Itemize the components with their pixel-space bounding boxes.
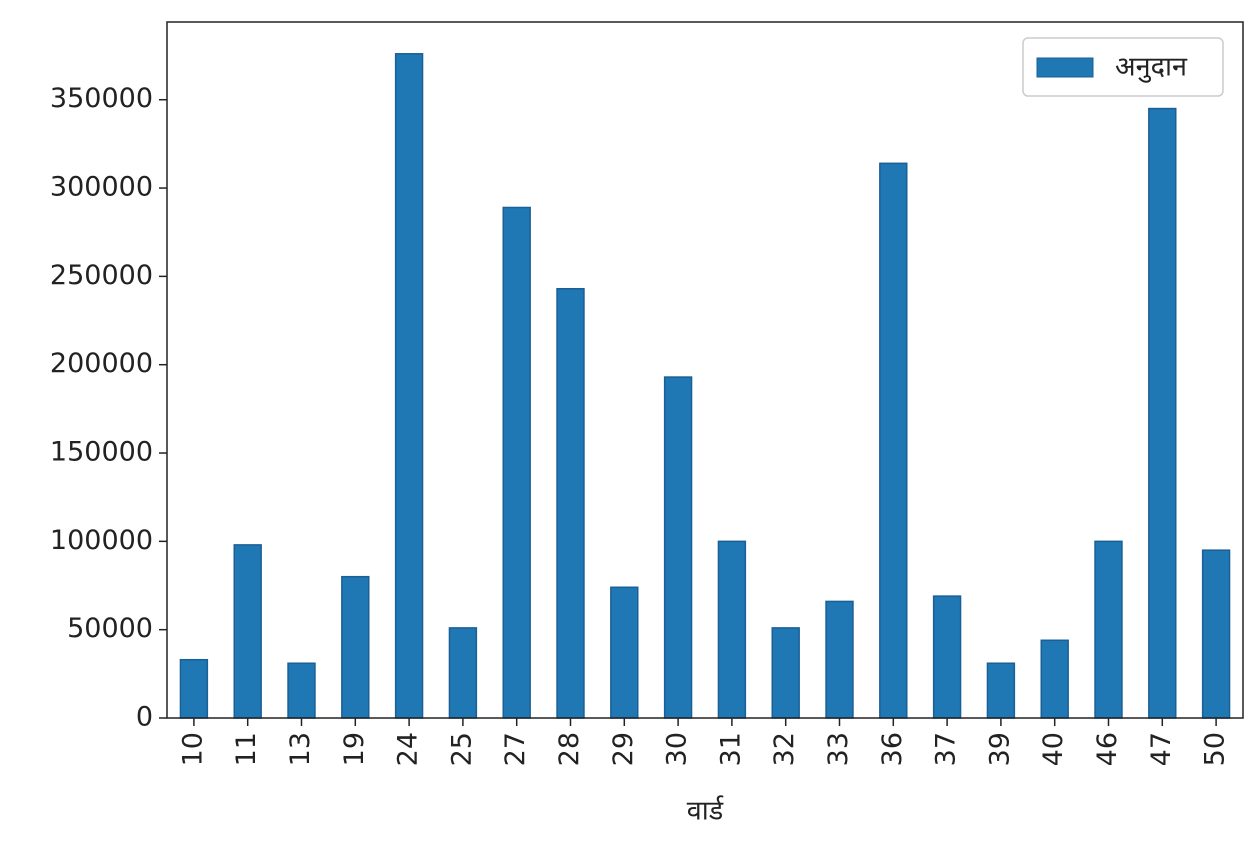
- bar: [341, 575, 370, 719]
- x-tick-label: 33: [823, 732, 854, 766]
- legend-label: अनुदान: [1115, 52, 1188, 84]
- x-axis-label: वार्ड: [687, 795, 724, 827]
- bar: [717, 540, 747, 719]
- bar: [556, 287, 585, 719]
- bar: [986, 662, 1016, 719]
- x-tick-label: 37: [931, 732, 962, 766]
- x-tick-label: 28: [554, 732, 585, 766]
- y-tick-label: 250000: [50, 260, 153, 291]
- y-tick-label: 0: [136, 702, 153, 733]
- y-tick-label: 100000: [50, 525, 153, 556]
- x-tick-label: 30: [662, 732, 693, 766]
- bar: [179, 658, 209, 719]
- bar: [663, 376, 693, 719]
- bar: [1094, 540, 1123, 719]
- plot-frame: [166, 21, 1244, 719]
- x-tick-label: 24: [393, 732, 424, 766]
- x-tick-label: 10: [177, 732, 208, 766]
- bar: [771, 627, 800, 719]
- bar: [502, 206, 531, 719]
- y-tick-label: 300000: [50, 172, 153, 203]
- legend-box: [1022, 37, 1224, 97]
- x-tick-label: 47: [1146, 732, 1177, 766]
- x-tick-label: 13: [285, 732, 316, 766]
- x-tick-label: 19: [339, 732, 370, 766]
- x-tick-label: 32: [769, 732, 800, 766]
- bar: [879, 162, 908, 719]
- x-tick-label: 36: [877, 732, 908, 766]
- legend-swatch: [1036, 57, 1094, 78]
- bar: [610, 586, 639, 719]
- bar: [394, 53, 424, 719]
- x-tick-label: 11: [231, 732, 262, 766]
- bar: [287, 662, 316, 719]
- x-tick-label: 31: [715, 732, 746, 766]
- bar: [1148, 107, 1177, 719]
- bar: [233, 544, 262, 719]
- bar: [932, 595, 962, 719]
- x-tick-label: 29: [608, 732, 639, 766]
- x-tick-label: 40: [1038, 732, 1069, 766]
- y-tick-label: 150000: [50, 437, 153, 468]
- x-tick-label: 50: [1200, 732, 1231, 766]
- bar: [825, 600, 854, 719]
- bar: [1040, 639, 1069, 719]
- x-tick-label: 46: [1092, 732, 1123, 766]
- x-tick-label: 25: [446, 732, 477, 766]
- x-tick-label: 39: [984, 732, 1015, 766]
- bar: [448, 627, 478, 719]
- bar: [1201, 549, 1231, 719]
- y-tick-label: 50000: [67, 613, 153, 644]
- y-tick-label: 200000: [50, 348, 153, 379]
- x-tick-label: 27: [500, 732, 531, 766]
- y-tick-label: 350000: [50, 83, 153, 114]
